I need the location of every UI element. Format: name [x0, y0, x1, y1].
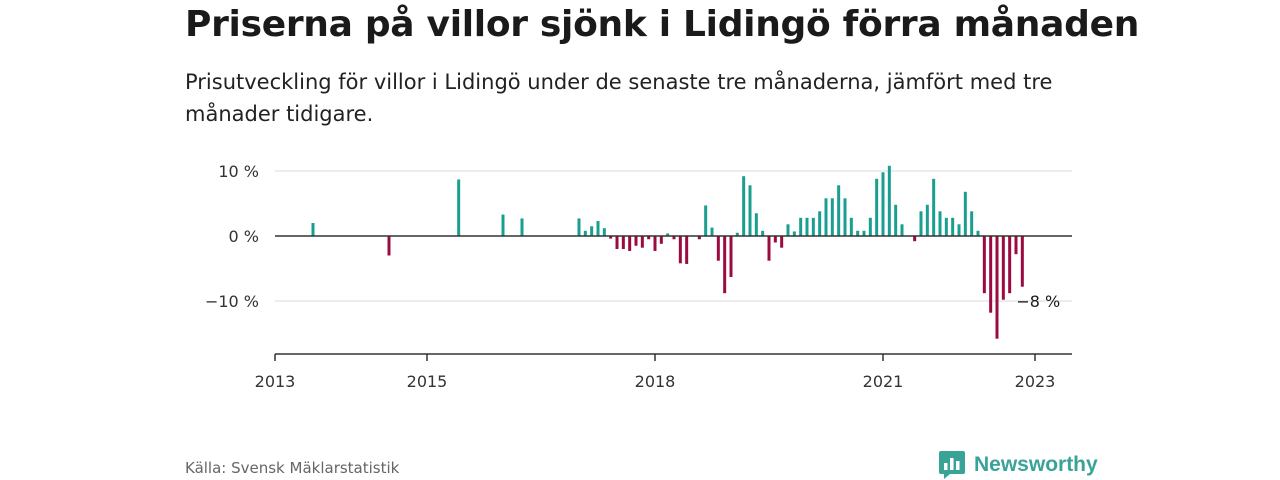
bar	[583, 230, 587, 236]
bar	[856, 230, 860, 236]
bar	[678, 236, 682, 264]
bar	[729, 236, 733, 277]
x-tick-label: 2013	[255, 372, 296, 391]
page-subtitle: Prisutveckling för villor i Lidingö unde…	[185, 70, 1053, 126]
bar	[672, 236, 676, 240]
bar	[976, 230, 980, 236]
bar	[982, 236, 986, 294]
bar	[818, 211, 822, 236]
bar	[995, 236, 999, 339]
x-tick-label: 2021	[863, 372, 904, 391]
bar	[925, 204, 929, 236]
y-tick-label: −10 %	[205, 292, 259, 311]
bar	[748, 185, 752, 236]
bar	[767, 236, 771, 261]
bar	[894, 204, 898, 236]
bar	[989, 236, 993, 313]
bar	[387, 236, 391, 256]
bar	[596, 221, 600, 236]
x-tick-label: 2023	[1015, 372, 1056, 391]
bar	[837, 185, 841, 236]
axis-layer: 10 % 0 % −10 % 2013 2015 2018 2021 2023 −8 %	[205, 162, 1072, 391]
bar	[887, 165, 891, 236]
bar	[659, 236, 663, 244]
bar	[577, 218, 581, 236]
bar	[913, 236, 917, 242]
bar	[792, 231, 796, 236]
bar	[1001, 236, 1005, 300]
bar	[621, 236, 625, 249]
bar	[716, 236, 720, 261]
bar	[640, 236, 644, 248]
bar	[938, 211, 942, 236]
bar	[786, 224, 790, 236]
bar	[811, 217, 815, 236]
bar	[615, 236, 619, 249]
bar	[963, 191, 967, 236]
brand-name: Newsworthy	[974, 453, 1098, 476]
bar	[780, 236, 784, 248]
bar-layer	[311, 165, 1024, 339]
bar	[824, 198, 828, 236]
bar	[704, 205, 708, 236]
bar	[951, 217, 955, 236]
bar	[666, 233, 670, 236]
bar	[843, 198, 847, 236]
bar	[697, 236, 701, 240]
bar	[647, 236, 651, 240]
y-tick-label: 10 %	[218, 162, 259, 181]
bar	[799, 217, 803, 236]
bar	[900, 224, 904, 236]
bar	[710, 227, 714, 236]
bar	[881, 172, 885, 236]
bar	[634, 236, 638, 246]
grid-layer	[275, 170, 1072, 302]
x-tick-label: 2018	[635, 372, 676, 391]
bar	[919, 211, 923, 236]
bar	[602, 228, 606, 236]
bar	[957, 224, 961, 236]
bar	[932, 178, 936, 236]
bar	[590, 226, 594, 236]
bar	[1020, 236, 1024, 287]
bar	[520, 218, 524, 236]
bar	[875, 178, 879, 236]
bar	[1014, 236, 1018, 255]
bar	[805, 217, 809, 236]
bar	[868, 217, 872, 236]
brand-logo: Newsworthy	[938, 450, 1098, 480]
bar	[830, 198, 834, 236]
last-value-label: −8 %	[1016, 292, 1060, 311]
bar-chart: 10 % 0 % −10 % 2013 2015 2018 2021 2023 −8 %	[205, 162, 1072, 391]
bar	[457, 179, 461, 236]
bar	[609, 236, 613, 239]
bar	[1008, 236, 1012, 294]
bar-chart-speech-bubble-icon	[939, 451, 965, 479]
y-tick-label: 0 %	[229, 227, 259, 246]
bar	[754, 213, 758, 236]
bar	[944, 217, 948, 236]
bar	[970, 211, 974, 236]
bar	[685, 236, 689, 264]
bar	[735, 232, 739, 236]
bar	[653, 236, 657, 251]
bar	[723, 236, 727, 294]
page-title: Priserna på villor sjönk i Lidingö förra…	[185, 4, 1140, 45]
bar	[761, 230, 765, 236]
bar	[628, 236, 632, 251]
bar	[773, 236, 777, 243]
source-note: Källa: Svensk Mäklarstatistik	[185, 459, 400, 477]
bar	[849, 217, 853, 236]
bar	[862, 230, 866, 236]
bar	[501, 214, 505, 236]
bar	[742, 176, 746, 236]
bar	[311, 223, 315, 236]
x-tick-label: 2015	[407, 372, 448, 391]
